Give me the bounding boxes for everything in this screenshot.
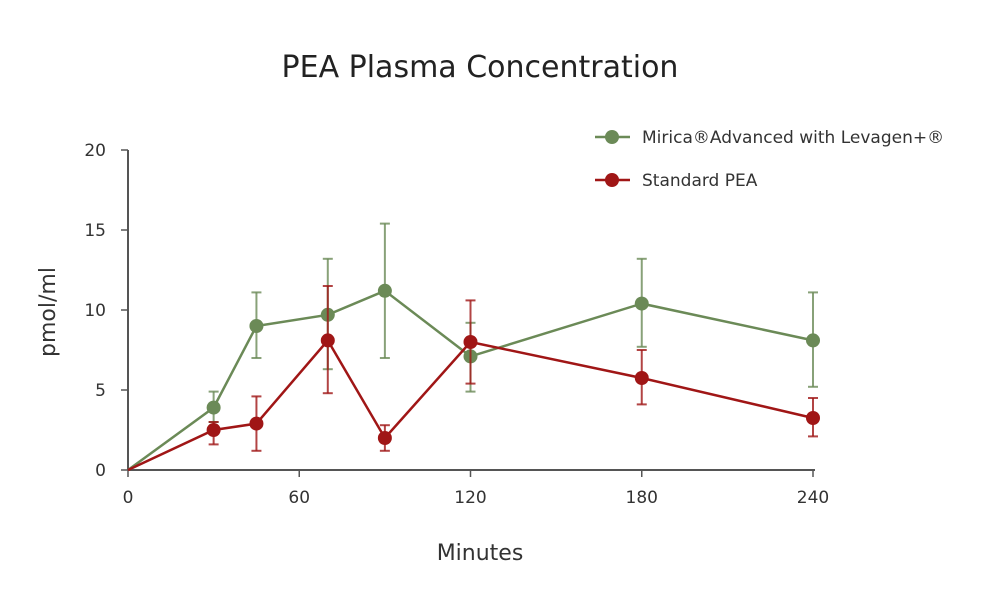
data-point bbox=[249, 319, 264, 333]
y-tick-label: 20 bbox=[84, 141, 106, 161]
legend-label: Standard PEA bbox=[642, 171, 758, 191]
data-point bbox=[206, 400, 221, 415]
data-point bbox=[377, 431, 392, 445]
x-axis-label: Minutes bbox=[437, 541, 524, 566]
legend-marker bbox=[605, 130, 619, 144]
x-tick-label: 180 bbox=[626, 488, 658, 508]
x-tick-label: 240 bbox=[797, 488, 829, 508]
x-tick-label: 0 bbox=[123, 488, 134, 508]
data-point bbox=[249, 416, 264, 431]
data-point bbox=[377, 283, 392, 298]
x-tick-label: 120 bbox=[454, 488, 486, 508]
legend: Mirica®Advanced with Levagen+® Standard P… bbox=[595, 128, 944, 191]
data-point bbox=[634, 296, 649, 311]
legend-label: Mirica®Advanced with Levagen+® bbox=[642, 128, 944, 148]
data-point bbox=[206, 423, 221, 437]
series-line bbox=[127, 338, 814, 472]
y-tick-label: 10 bbox=[84, 301, 106, 321]
data-point bbox=[806, 333, 820, 348]
series-1 bbox=[127, 285, 820, 472]
y-axis-label: pmol/ml bbox=[36, 267, 61, 357]
data-point bbox=[463, 335, 478, 349]
legend-marker bbox=[605, 173, 619, 187]
data-point bbox=[806, 411, 820, 425]
data-point bbox=[320, 333, 335, 348]
y-tick-label: 15 bbox=[84, 221, 106, 241]
y-tick-label: 5 bbox=[95, 381, 106, 401]
series-line bbox=[127, 289, 814, 472]
y-tick-label: 0 bbox=[95, 461, 106, 481]
chart-title: PEA Plasma Concentration bbox=[282, 50, 679, 85]
data-point bbox=[634, 371, 649, 385]
x-tick-label: 60 bbox=[288, 488, 310, 508]
